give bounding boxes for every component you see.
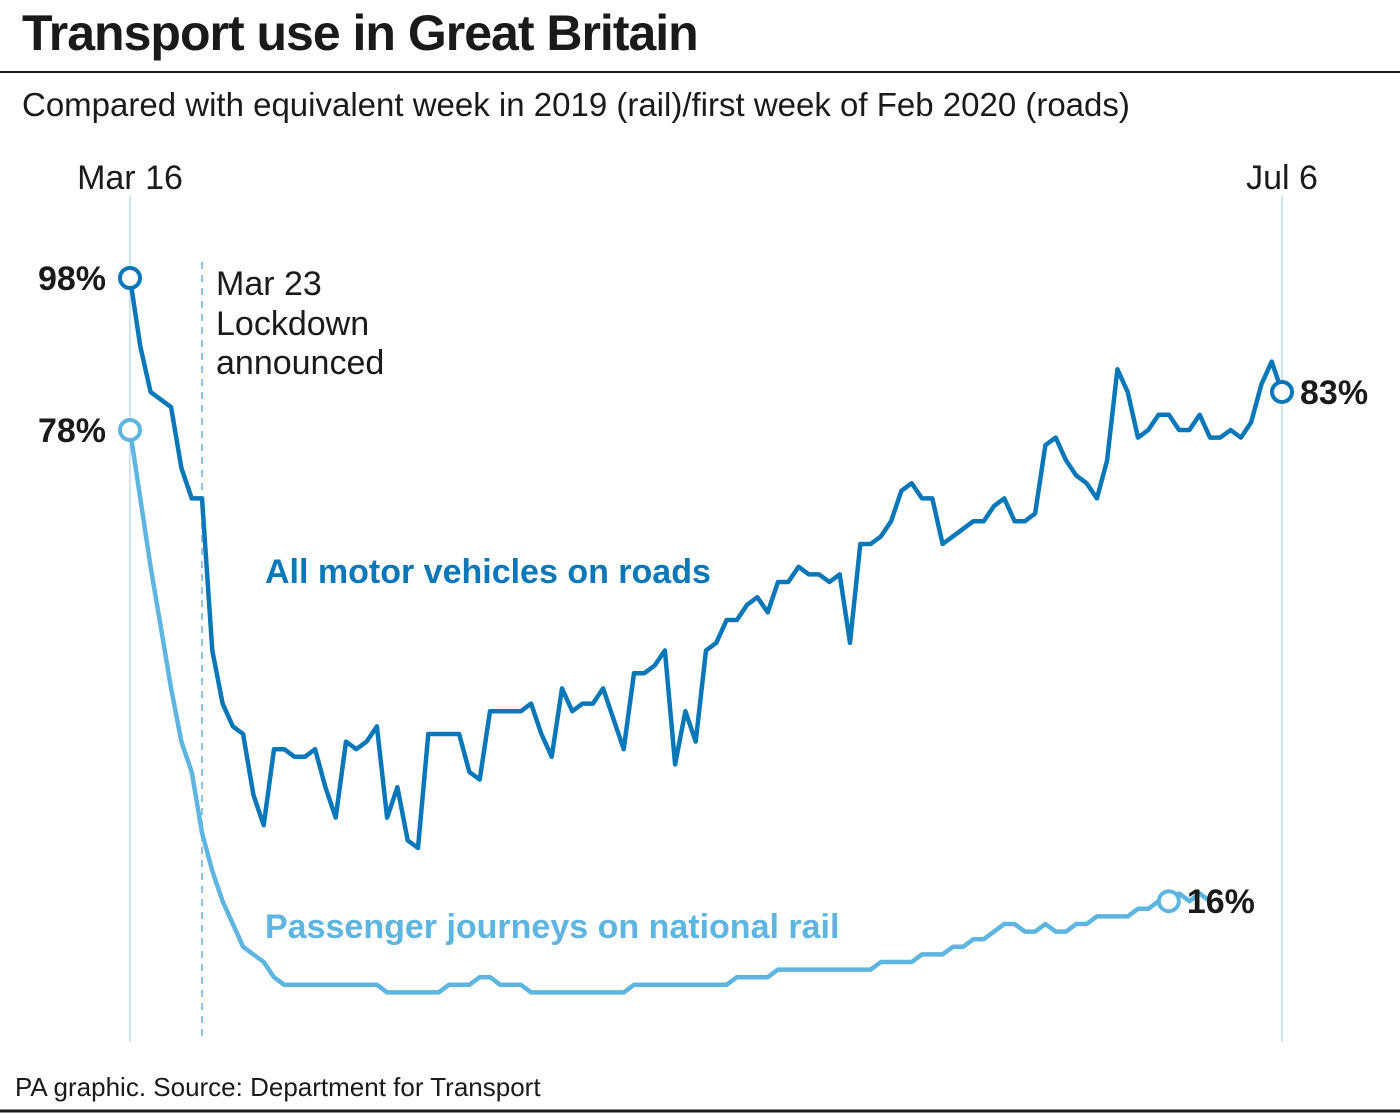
- series-label: Passenger journeys on national rail: [265, 908, 839, 946]
- annotation-date: Mar 23: [216, 265, 322, 303]
- end-marker: [118, 266, 142, 290]
- annotation-text: announced: [216, 344, 384, 382]
- chart-subtitle: Compared with equivalent week in 2019 (r…: [22, 86, 1130, 123]
- value-label: 78%: [38, 412, 106, 450]
- x-tick-label: Mar 16: [77, 159, 183, 197]
- series-line: [127, 429, 1212, 995]
- value-label: 16%: [1187, 883, 1255, 921]
- end-marker: [1156, 889, 1181, 914]
- chart-title: Transport use in Great Britain: [22, 5, 698, 61]
- source-note: PA graphic. Source: Department for Trans…: [15, 1072, 541, 1102]
- x-tick-label: Jul 6: [1246, 159, 1318, 197]
- value-label: 83%: [1300, 374, 1368, 412]
- value-label: 98%: [38, 260, 106, 298]
- series-label: All motor vehicles on roads: [265, 553, 711, 591]
- annotation-text: Lockdown: [216, 305, 369, 343]
- end-marker: [1270, 380, 1294, 404]
- series-line: [127, 277, 1285, 851]
- end-marker: [118, 418, 142, 442]
